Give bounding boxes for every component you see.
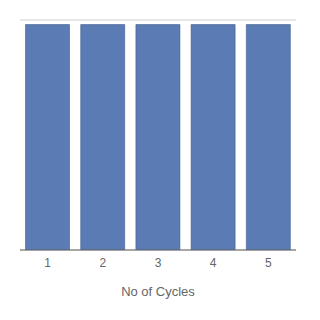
svg-text:2: 2 xyxy=(99,256,106,270)
svg-text:3: 3 xyxy=(155,256,162,270)
svg-text:No of Cycles: No of Cycles xyxy=(121,284,195,299)
svg-text:1: 1 xyxy=(44,256,51,270)
svg-text:5: 5 xyxy=(265,256,272,270)
svg-text:4: 4 xyxy=(210,256,217,270)
